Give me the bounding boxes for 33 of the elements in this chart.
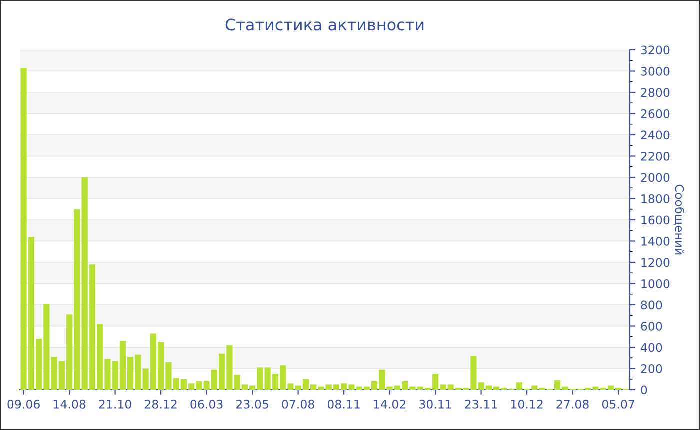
x-tick-label: 07.08: [282, 400, 314, 409]
y-tick-label: 1000: [642, 279, 670, 288]
x-tick-label: 14.02: [374, 400, 406, 409]
y-tick-label: 800: [641, 300, 662, 310]
y-tick-label: 200: [641, 364, 662, 374]
x-tick-label: 06.03: [190, 400, 223, 409]
y-axis-title: Сообщений: [674, 184, 685, 255]
y-tick-label: 1800: [642, 194, 670, 204]
x-tick-label: 14.08: [54, 400, 86, 409]
x-tick-label: 23.05: [236, 400, 268, 409]
chart-title: Статистика активности: [226, 18, 424, 31]
x-tick-label: 08.11: [328, 400, 360, 409]
y-tick-label: 2400: [641, 130, 670, 140]
y-tick-label: 3200: [641, 46, 670, 55]
x-tick-label: 23.11: [465, 400, 498, 409]
x-tick-label: 05.07: [602, 400, 634, 409]
x-tick-label: 28.12: [145, 400, 177, 409]
y-tick-label: 2000: [641, 173, 670, 182]
x-tick-label: 27.08: [556, 400, 589, 409]
y-tick-label: 2800: [641, 88, 670, 98]
y-tick-label: 2200: [641, 152, 670, 161]
y-tick-label: 3000: [641, 66, 670, 76]
y-tick-label: 1200: [642, 258, 670, 268]
x-tick-label: 30.11: [420, 400, 452, 409]
y-tick-label: 1600: [642, 216, 670, 225]
x-tick-label: 10.12: [511, 400, 543, 409]
y-tick-label: 400: [640, 343, 662, 352]
y-tick-label: 0: [641, 386, 648, 395]
y-tick-label: 2600: [641, 109, 670, 118]
y-tick-label: 1400: [642, 236, 670, 246]
y-tick-label: 600: [641, 322, 662, 331]
x-tick-label: 21.10: [99, 400, 132, 409]
x-tick-label: 09.06: [8, 400, 40, 409]
